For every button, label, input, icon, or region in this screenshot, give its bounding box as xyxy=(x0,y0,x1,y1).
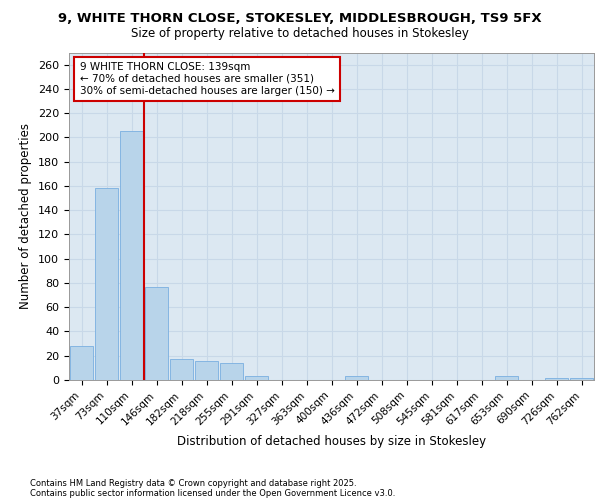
Bar xyxy=(119,132,143,380)
Y-axis label: Number of detached properties: Number of detached properties xyxy=(19,123,32,309)
Text: Size of property relative to detached houses in Stokesley: Size of property relative to detached ho… xyxy=(131,28,469,40)
Bar xyxy=(170,360,193,380)
Bar xyxy=(194,360,218,380)
Text: Contains public sector information licensed under the Open Government Licence v3: Contains public sector information licen… xyxy=(30,488,395,498)
Bar xyxy=(344,376,368,380)
Bar xyxy=(569,378,593,380)
Bar xyxy=(494,376,518,380)
Text: 9, WHITE THORN CLOSE, STOKESLEY, MIDDLESBROUGH, TS9 5FX: 9, WHITE THORN CLOSE, STOKESLEY, MIDDLES… xyxy=(58,12,542,26)
Bar xyxy=(95,188,118,380)
X-axis label: Distribution of detached houses by size in Stokesley: Distribution of detached houses by size … xyxy=(177,435,486,448)
Bar xyxy=(220,363,244,380)
Bar xyxy=(245,376,268,380)
Bar xyxy=(145,286,169,380)
Text: Contains HM Land Registry data © Crown copyright and database right 2025.: Contains HM Land Registry data © Crown c… xyxy=(30,478,356,488)
Bar xyxy=(545,378,568,380)
Bar xyxy=(70,346,94,380)
Text: 9 WHITE THORN CLOSE: 139sqm
← 70% of detached houses are smaller (351)
30% of se: 9 WHITE THORN CLOSE: 139sqm ← 70% of det… xyxy=(79,62,334,96)
